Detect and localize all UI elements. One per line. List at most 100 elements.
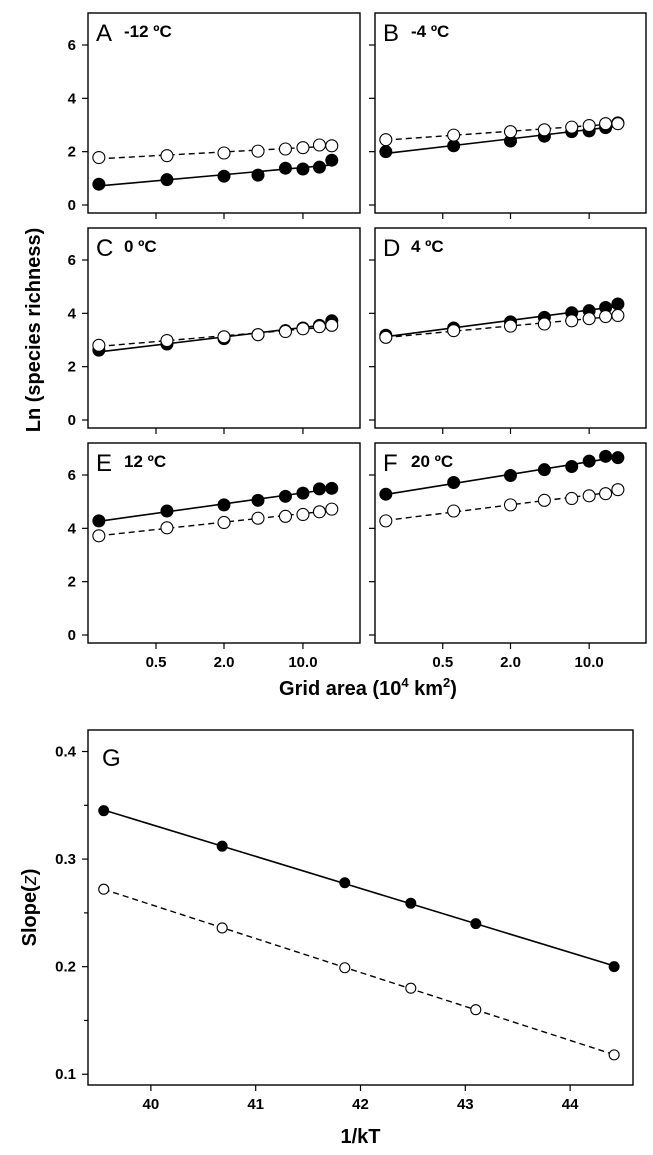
data-point-filled	[582, 454, 596, 468]
plot-frame	[87, 729, 634, 1086]
x-tick-label: 0.5	[432, 654, 453, 671]
panel-temperature: 0 ºC	[124, 237, 157, 256]
y-axis-title-italic: z	[19, 875, 41, 886]
data-point-open	[325, 139, 339, 153]
data-point-open	[599, 487, 613, 501]
data-point-open	[325, 502, 339, 516]
data-point-filled	[278, 161, 292, 175]
data-point-open	[611, 308, 625, 323]
data-point-filled	[296, 486, 310, 500]
panel-c: 0 2 4 6 C 0 ºC	[68, 227, 361, 434]
y-tick-label: 0.3	[55, 851, 76, 868]
fit-line-solid	[103, 809, 615, 967]
data-point-open	[537, 123, 551, 137]
data-point-open	[312, 320, 327, 334]
data-point-filled	[296, 162, 310, 176]
y-axis-title-part: Slope(	[19, 885, 41, 946]
y-tick-label: 0	[68, 627, 76, 644]
data-point-filled	[611, 451, 625, 465]
data-point-open	[251, 511, 265, 525]
data-point-open	[611, 117, 625, 131]
x-tick-label: 2.0	[214, 654, 235, 671]
data-point-filled	[216, 840, 228, 852]
y-tick-label: 0.2	[55, 959, 76, 976]
y-tick-label: 4	[68, 90, 77, 107]
y-tick-label: 0	[68, 412, 76, 429]
data-point-open	[296, 507, 310, 522]
x-tick-label: 40	[143, 1096, 160, 1113]
y-axis-title-top: Ln (species richness)	[23, 228, 45, 433]
data-point-open	[98, 883, 110, 895]
x-axis-title-sup: 2	[443, 675, 450, 690]
data-point-open	[325, 318, 339, 332]
x-axis-title-top: Grid area (104 km2)	[279, 675, 457, 700]
panel-letter: F	[383, 450, 398, 477]
data-point-filled	[217, 498, 231, 512]
panel-letter: B	[383, 20, 399, 47]
y-tick-label: 0.1	[55, 1066, 76, 1083]
fit-line-solid	[98, 323, 332, 353]
panel-a: 0 2 4 6 A -12 ºC	[68, 12, 361, 219]
y-tick-label: 6	[68, 467, 76, 484]
data-point-open	[503, 125, 518, 139]
data-point-open	[339, 962, 351, 974]
data-point-filled	[379, 145, 393, 159]
data-point-filled	[312, 482, 326, 496]
data-point-open	[278, 509, 293, 523]
data-point-filled	[339, 877, 351, 889]
data-point-filled	[160, 173, 174, 187]
data-point-open	[503, 319, 518, 333]
data-point-open	[537, 317, 551, 331]
x-tick-label: 43	[457, 1096, 474, 1113]
data-point-open	[447, 324, 461, 338]
x-tick-label: 41	[247, 1096, 264, 1113]
data-point-open	[565, 314, 579, 328]
y-tick-label: 0.4	[55, 744, 77, 761]
data-point-open	[599, 309, 613, 324]
data-point-filled	[278, 489, 292, 503]
fit-line-dashed	[98, 325, 332, 348]
y-tick-label: 2	[68, 144, 76, 161]
fit-line-dashed	[98, 509, 332, 537]
panel-letter: E	[96, 450, 112, 477]
fit-line-dashed	[385, 315, 618, 339]
x-tick-label: 44	[562, 1096, 579, 1113]
fit-line-dashed	[98, 145, 332, 160]
x-tick-label: 2.0	[500, 654, 521, 671]
y-tick-label: 0	[68, 197, 76, 214]
panel-letter: C	[96, 235, 113, 262]
fit-line-dashed	[385, 490, 618, 522]
data-point-filled	[92, 514, 106, 528]
fit-line-solid	[385, 305, 618, 338]
data-point-filled	[325, 481, 339, 495]
y-axis-title: Slope(z)	[19, 869, 41, 947]
panel-letter: G	[102, 745, 121, 772]
data-point-open	[216, 922, 228, 934]
panel-temperature: -12 ºC	[124, 22, 172, 41]
data-point-open	[599, 117, 613, 131]
y-tick-label: 2	[68, 574, 76, 591]
y-tick-label: 2	[68, 359, 76, 376]
data-point-filled	[470, 918, 482, 930]
data-point-open	[296, 141, 310, 155]
data-point-open	[160, 149, 174, 163]
x-axis-title-sup: 4	[401, 675, 409, 690]
data-point-filled	[251, 493, 265, 507]
data-point-open	[312, 505, 327, 519]
panel-letter: A	[96, 20, 112, 47]
x-tick-label: 10.0	[288, 654, 317, 671]
data-point-filled	[160, 504, 174, 518]
data-point-open	[379, 133, 393, 147]
data-point-open	[611, 483, 625, 497]
data-point-open	[608, 1049, 620, 1061]
data-point-open	[447, 128, 461, 142]
data-point-open	[582, 312, 596, 326]
data-point-filled	[537, 463, 551, 477]
panel-g: 0.1 0.2 0.3 0.4 40 41 42 43 44 G 1/kT Slope(z)	[19, 729, 634, 1148]
data-point-filled	[98, 805, 110, 817]
x-axis-title-part: )	[450, 678, 457, 700]
data-point-filled	[217, 169, 231, 183]
data-point-open	[537, 493, 551, 507]
data-point-open	[251, 144, 265, 158]
